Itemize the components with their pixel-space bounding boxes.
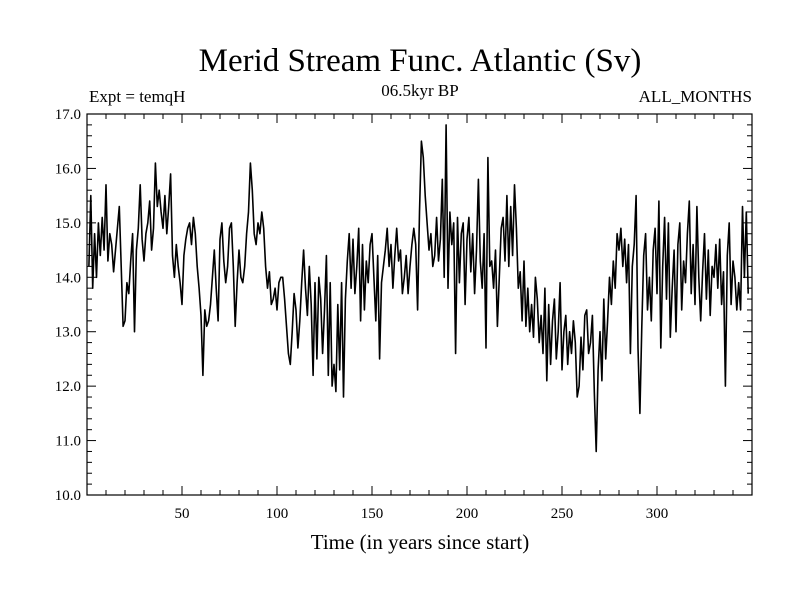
axis-ticks: 50 100 150 200 250 300 10.0 11.0 12.0 13.0 14.0 15.… xyxy=(55,107,752,522)
y-tick-label: 14.0 xyxy=(55,270,81,286)
y-tick-label: 17.0 xyxy=(55,107,81,123)
y-tick-label: 15.0 xyxy=(55,216,81,232)
experiment-label: Expt = temqH xyxy=(89,87,185,106)
period-label: 06.5kyr BP xyxy=(381,81,458,100)
x-axis-label: Time (in years since start) xyxy=(311,530,530,554)
x-tick-label: 50 xyxy=(175,506,190,522)
x-tick-label: 200 xyxy=(456,506,479,522)
months-label: ALL_MONTHS xyxy=(639,87,752,106)
y-tick-label: 12.0 xyxy=(55,379,81,395)
y-tick-label: 16.0 xyxy=(55,161,81,177)
x-tick-label: 300 xyxy=(646,506,669,522)
x-tick-label: 150 xyxy=(361,506,384,522)
plot-frame xyxy=(86,113,753,496)
y-tick-label: 10.0 xyxy=(55,488,81,504)
x-tick-label: 250 xyxy=(551,506,574,522)
chart-title: Merid Stream Func. Atlantic (Sv) xyxy=(199,43,642,79)
y-tick-label: 11.0 xyxy=(55,434,81,450)
x-tick-label: 100 xyxy=(266,506,289,522)
y-tick-label: 13.0 xyxy=(55,325,81,341)
series-line-stream-function xyxy=(88,124,749,453)
